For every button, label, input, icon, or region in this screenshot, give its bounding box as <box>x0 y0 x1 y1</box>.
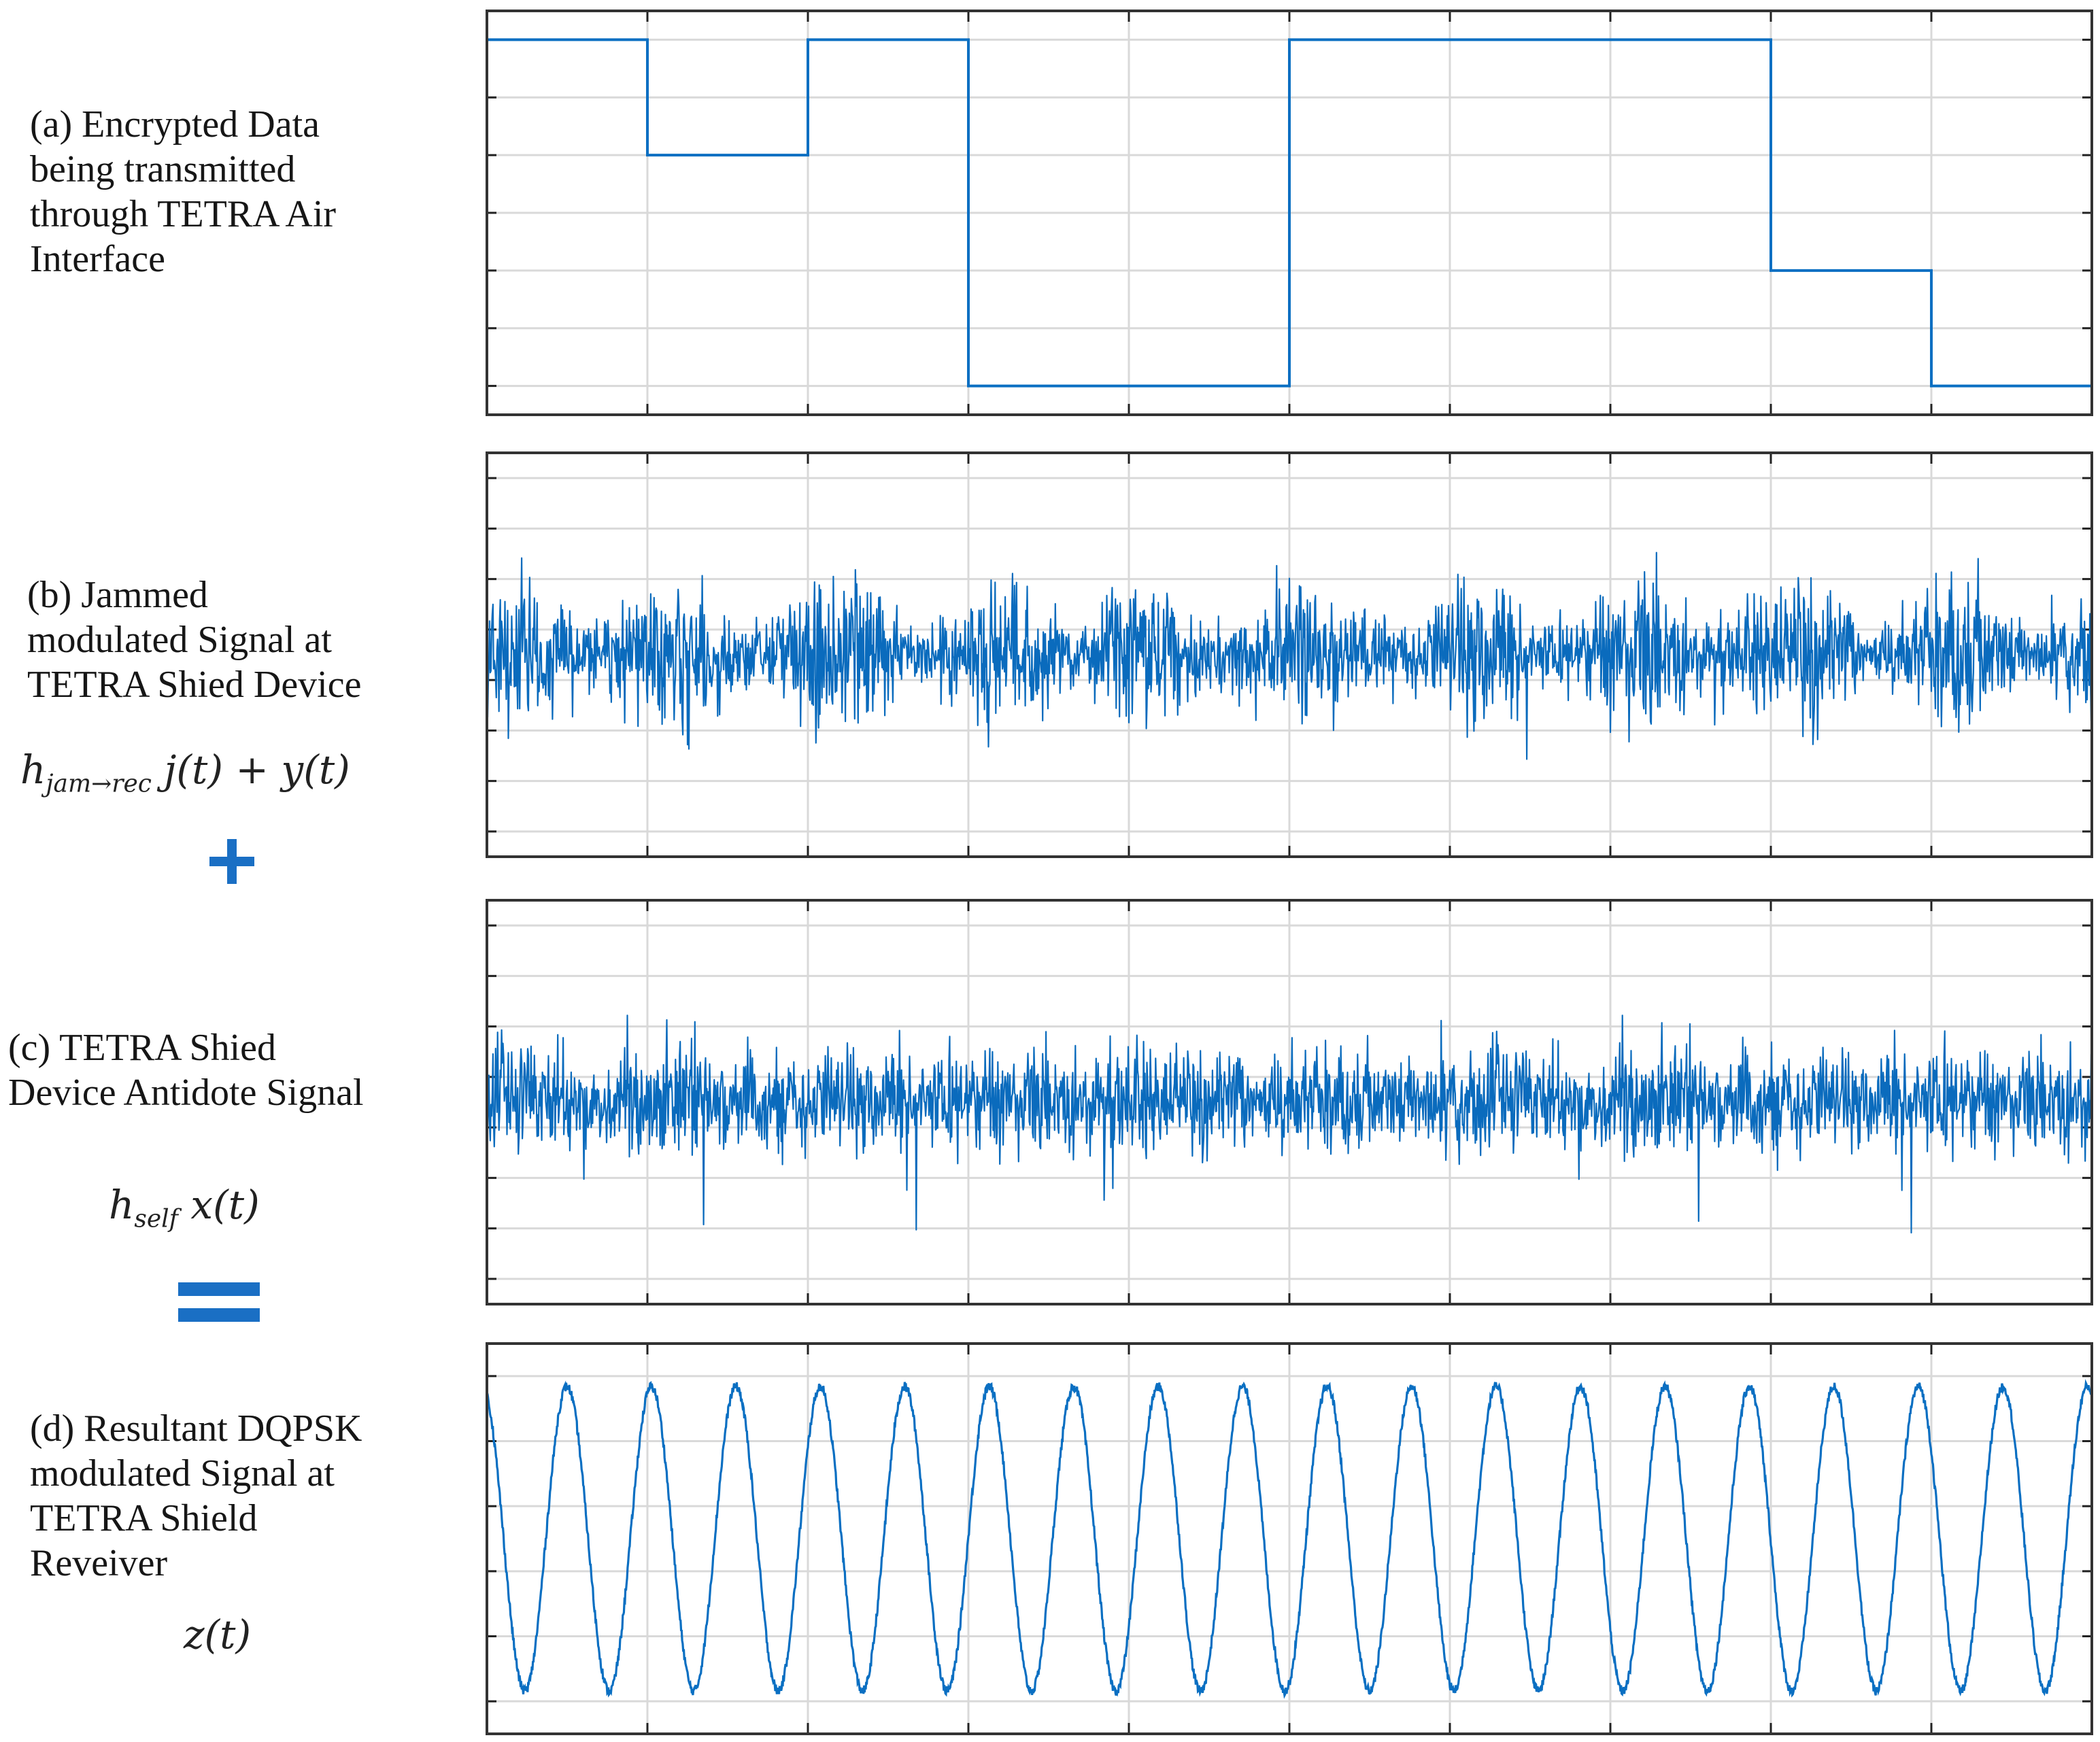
equation-panel-d: z(t) <box>184 1611 251 1658</box>
caption-panel-c: (c) TETRA Shied Device Antidote Signal <box>8 1027 364 1114</box>
plus-sign-vertical <box>227 839 237 884</box>
equation-c-sub: self <box>134 1205 178 1233</box>
plot-frame-1 <box>486 451 2093 858</box>
equation-panel-b: hjam→rec j(t) + y(t) <box>20 747 350 798</box>
equation-b-main: h <box>20 747 46 793</box>
plot-frame-2 <box>486 899 2093 1305</box>
plot-frame-0 <box>486 10 2093 416</box>
step-signal-a <box>487 38 2092 388</box>
noise-signal-b <box>486 551 2093 760</box>
caption-panel-d: (d) Resultant DQPSK modulated Signal at … <box>30 1407 362 1584</box>
equation-c-main: h <box>109 1182 135 1228</box>
equals-sign-top <box>178 1282 260 1296</box>
equation-panel-c: hself x(t) <box>109 1182 260 1233</box>
caption-panel-a: (a) Encrypted Data being transmitted thr… <box>30 103 337 280</box>
caption-panel-b: (b) Jammed modulated Signal at TETRA Shi… <box>27 574 362 706</box>
sinusoid-signal-d <box>486 1379 2093 1699</box>
equals-sign-bottom <box>178 1308 260 1322</box>
equation-d-main: z(t) <box>184 1611 252 1658</box>
equation-c-rest: x(t) <box>177 1182 260 1228</box>
noise-signal-c <box>486 1014 2093 1234</box>
equation-b-sub: jam→rec <box>46 770 152 798</box>
plot-frame-3 <box>486 1342 2093 1735</box>
equation-b-rest: j(t) + y(t) <box>151 747 350 793</box>
